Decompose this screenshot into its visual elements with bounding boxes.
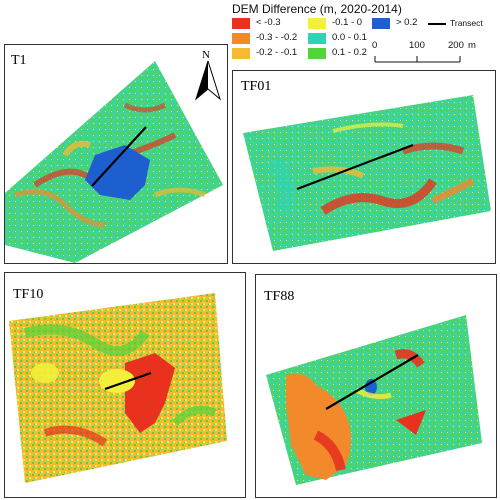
legend-label: > 0.2 [396,17,418,28]
scale-label-0: 0 [372,40,378,51]
panel-label-tf88: TF88 [264,289,295,304]
transect-line-tf10 [104,371,152,391]
scale-label-100: 100 [409,40,425,51]
panel-label-t1: T1 [11,53,27,68]
legend: < -0.3 -0.3 - -0.2 -0.2 - -0.1 -0.1 - 0 … [232,17,442,60]
legend-swatch [232,48,250,59]
legend-transect-label: Transect [450,18,483,28]
scale-unit: m [468,40,476,51]
legend-label: -0.1 - 0 [332,17,363,28]
legend-swatch [308,48,326,59]
transect-line-t1 [91,126,147,187]
north-arrow: N [195,49,221,101]
legend-title: DEM Difference (m, 2020-2014) [232,2,402,16]
transect-line-icon [428,22,446,25]
panel-tf01: TF01 [232,70,496,264]
north-label: N [202,49,210,61]
legend-swatch [308,18,326,29]
legend-transect: Transect [428,18,483,28]
transect-line-tf88 [325,354,419,410]
transect-line-tf01 [296,143,414,191]
panel-tf10: TF10 [4,272,246,498]
legend-label: -0.3 - -0.2 [256,32,298,43]
map-tf88 [266,315,482,485]
legend-label: 0.1 - 0.2 [332,47,367,58]
north-arrow-icon [195,61,221,101]
legend-swatch [232,33,250,44]
legend-swatch [232,18,250,29]
scale-label-200: 200 [448,40,464,51]
scale-bar: 0 100 200 m [372,36,484,64]
map-tf01 [243,95,491,251]
legend-swatch [308,33,326,44]
panel-t1: T1 N [4,44,228,264]
panel-label-tf01: TF01 [241,79,272,94]
legend-label: 0.0 - 0.1 [332,32,367,43]
panel-tf88: TF88 [255,274,497,498]
panel-label-tf10: TF10 [13,287,44,302]
map-t1 [5,61,223,263]
map-tf10 [9,293,227,483]
legend-label: < -0.3 [256,17,281,28]
scale-bar-graphic [374,56,461,63]
legend-label: -0.2 - -0.1 [256,47,298,58]
legend-swatch [372,18,390,29]
